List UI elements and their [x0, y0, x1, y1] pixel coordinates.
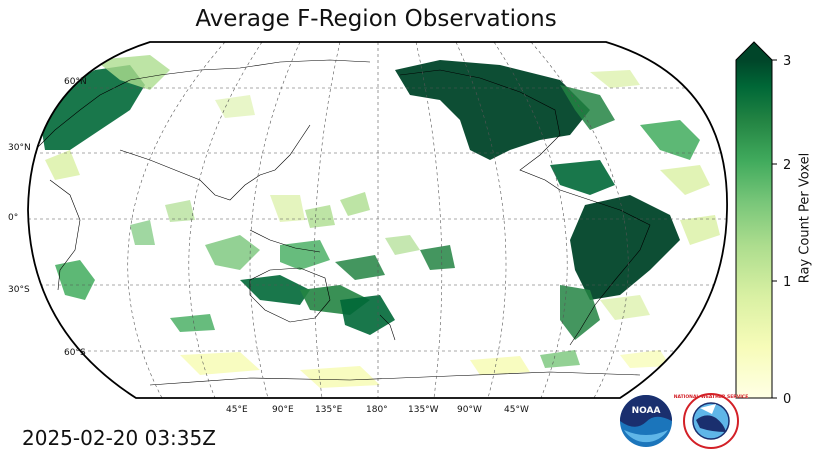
noaa-logo-text: NOAA [632, 406, 661, 416]
colorbar-tick: 0 [783, 392, 791, 407]
colorbar-tick: 1 [783, 275, 791, 290]
globe-outline [27, 41, 728, 399]
lon-label: 90°E [272, 405, 294, 415]
lon-label: 90°W [457, 405, 482, 415]
lon-label: 135°E [315, 405, 343, 415]
observation-density-layer [40, 55, 720, 388]
lat-label: 60°S [64, 348, 86, 358]
lon-label: 180° [366, 405, 388, 415]
lon-label: 45°E [226, 405, 248, 415]
colorbar: 0 1 2 3 [735, 41, 791, 407]
page-title: Average F-Region Observations [195, 6, 557, 32]
nws-logo-text: NATIONAL WEATHER SERVICE [674, 394, 749, 400]
lat-label: 30°S [8, 285, 30, 295]
lat-label: 60°N [64, 77, 87, 87]
colorbar-label: Ray Count Per Voxel [797, 152, 813, 284]
lat-label: 30°N [8, 143, 31, 153]
lat-label: 0° [8, 213, 18, 223]
colorbar-tick: 2 [783, 158, 791, 173]
noaa-logo: NOAA [620, 395, 672, 447]
timestamp: 2025-02-20 03:35Z [22, 426, 216, 450]
colorbar-tick: 3 [783, 54, 791, 69]
graticule [28, 42, 727, 398]
coastline-layer [34, 59, 651, 386]
lon-label: 45°W [504, 405, 529, 415]
lon-label: 135°W [408, 405, 439, 415]
nws-logo: NATIONAL WEATHER SERVICE [674, 393, 749, 449]
